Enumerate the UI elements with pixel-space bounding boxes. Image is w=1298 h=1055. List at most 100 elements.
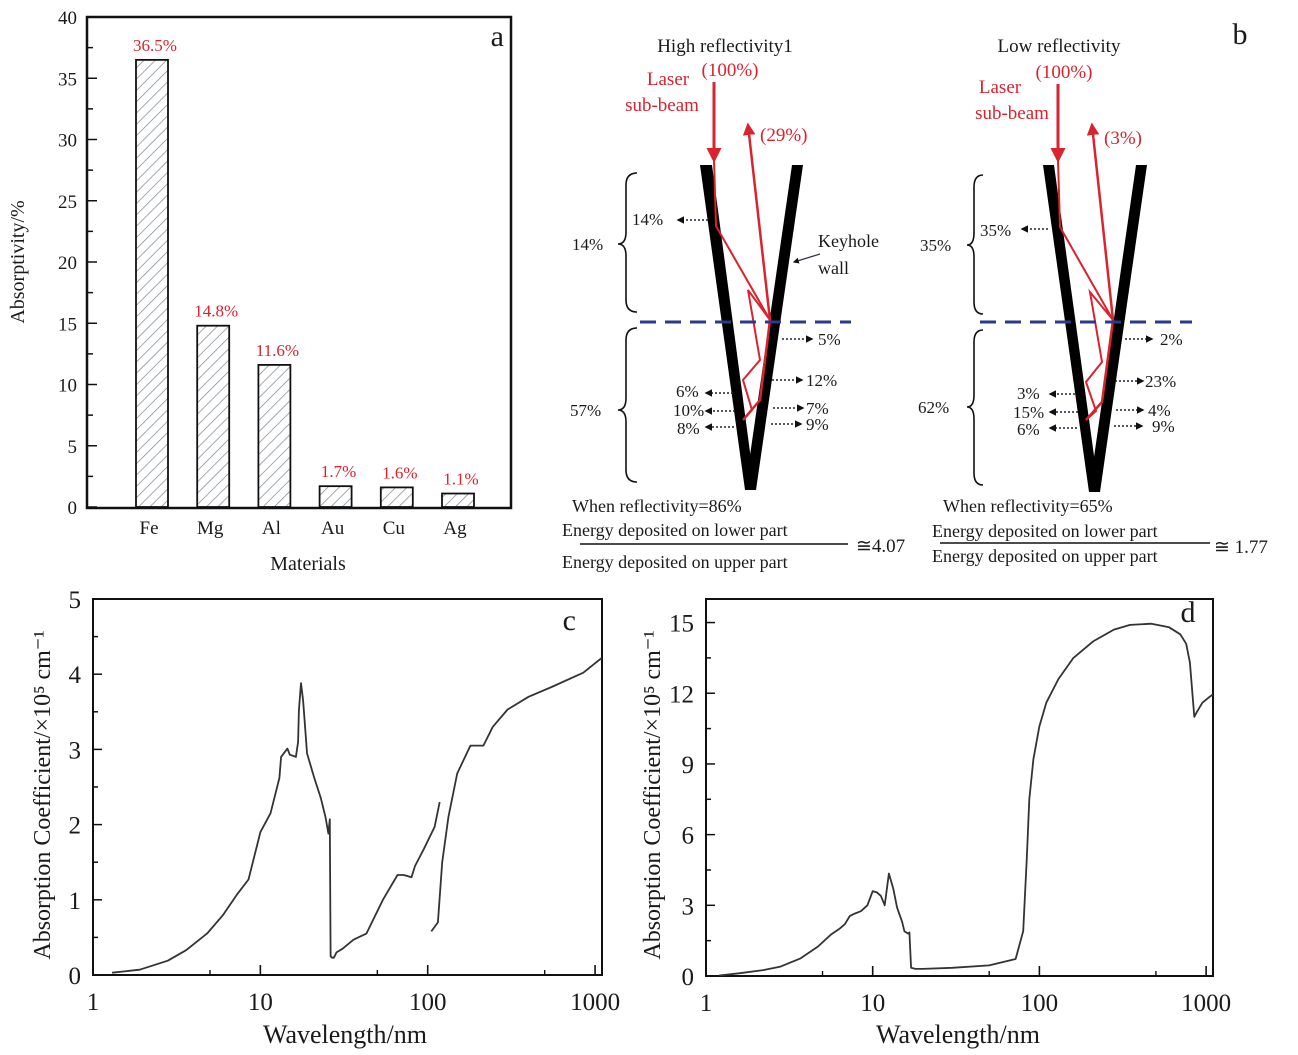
keyhole-label-line1: Keyhole bbox=[818, 231, 879, 251]
panel-d-y-axis-title: Absorption Coefficient/×10⁵ cm⁻¹ bbox=[640, 630, 666, 959]
high-reflectivity-diagram: High reflectivity1 Laser sub-beam (100%)… bbox=[562, 36, 905, 572]
panel-c-y-axis-title: Absorption Coefficient/×10⁵ cm⁻¹ bbox=[30, 630, 56, 959]
upper-total: 14% bbox=[572, 235, 603, 254]
keyhole-wall-right bbox=[1089, 165, 1147, 492]
keyhole-wall-right bbox=[745, 165, 803, 490]
panel-a-y-axis-title: Absorptivity/% bbox=[7, 200, 29, 323]
y-tick-label: 0 bbox=[682, 964, 695, 991]
x-tick-label: Mg bbox=[197, 518, 224, 539]
x-tick-label: Fe bbox=[140, 518, 159, 539]
y-tick-label: 3 bbox=[69, 737, 82, 764]
x-tick-label: 10 bbox=[248, 989, 273, 1016]
reflected-percent: (29%) bbox=[760, 125, 807, 146]
laser-label-line2: sub-beam bbox=[625, 95, 699, 116]
bar-data-label: 11.6% bbox=[256, 341, 299, 360]
right-loss-3: 7% bbox=[806, 399, 829, 418]
bar-cu bbox=[379, 486, 414, 508]
left-loss-1: 3% bbox=[1017, 384, 1040, 403]
panel-a-x-axis-title: Materials bbox=[270, 553, 346, 575]
upper-loss: 35% bbox=[980, 221, 1011, 240]
left-loss-3: 6% bbox=[1017, 420, 1040, 439]
x-tick-label: Au bbox=[321, 518, 345, 539]
reflected-beam-path bbox=[713, 159, 771, 421]
reflectivity-note: When reflectivity=86% bbox=[572, 496, 742, 516]
x-tick-label: 100 bbox=[1021, 990, 1059, 1017]
left-loss-2: 10% bbox=[673, 401, 704, 420]
panel-d-axes: 1 10 100 1000 0 3 6 9 12 15 bbox=[669, 611, 1231, 1017]
bar-au bbox=[318, 485, 353, 508]
laser-label-line1: Laser bbox=[647, 69, 690, 90]
x-tick-label: 1 bbox=[700, 990, 713, 1017]
x-tick-label: 10 bbox=[860, 990, 885, 1017]
left-loss-3: 8% bbox=[677, 419, 700, 438]
x-tick-label: 100 bbox=[409, 989, 447, 1016]
keyhole-wall-left bbox=[700, 165, 755, 490]
panel-d-x-axis-title: Wavelength/nm bbox=[876, 1020, 1040, 1049]
ratio-value: ≅ 1.77 bbox=[1214, 537, 1268, 558]
upper-loss: 14% bbox=[632, 210, 663, 229]
bar-al bbox=[257, 363, 292, 508]
panel-c-series bbox=[112, 656, 603, 974]
y-tick-label: 2 bbox=[69, 813, 82, 840]
y-tick-label: 6 bbox=[682, 823, 695, 850]
y-tick-label: 0 bbox=[68, 498, 78, 519]
ratio-denominator: Energy deposited on upper part bbox=[932, 546, 1158, 566]
y-tick-label: 15 bbox=[58, 314, 77, 335]
keyhole-label-line2: wall bbox=[818, 258, 849, 278]
panel-a-y-axis: 0 5 10 15 20 25 30 35 40 bbox=[58, 8, 97, 519]
right-loss-1: 5% bbox=[818, 330, 841, 349]
bar-fe bbox=[135, 58, 169, 508]
incident-percent: (100%) bbox=[1036, 62, 1093, 83]
escape-beam-arrow bbox=[1085, 122, 1115, 421]
upper-total: 35% bbox=[920, 236, 951, 255]
lower-brace bbox=[617, 327, 638, 483]
right-loss-1: 2% bbox=[1160, 330, 1183, 349]
x-tick-label: Ag bbox=[443, 518, 467, 539]
panel-d-frame bbox=[705, 598, 1214, 977]
keyhole-wall-left bbox=[1043, 165, 1099, 492]
lower-total: 62% bbox=[918, 398, 949, 417]
x-tick-label: 1000 bbox=[1181, 990, 1231, 1017]
reflected-percent: (3%) bbox=[1104, 128, 1142, 149]
panel-b-label: b bbox=[1233, 18, 1248, 51]
y-tick-label: 25 bbox=[58, 192, 77, 213]
bar-data-label: 1.7% bbox=[321, 462, 356, 481]
ratio-numerator: Energy deposited on lower part bbox=[562, 520, 788, 540]
right-loss-2: 23% bbox=[1145, 372, 1176, 391]
y-tick-label: 40 bbox=[58, 8, 77, 29]
incident-percent: (100%) bbox=[702, 60, 759, 81]
right-loss-2: 12% bbox=[806, 371, 837, 390]
panel-d-label: d bbox=[1181, 596, 1196, 629]
lower-brace bbox=[966, 329, 984, 486]
reflected-beam-path bbox=[1057, 159, 1114, 421]
reflectivity-note: When reflectivity=65% bbox=[943, 496, 1113, 516]
series-curve bbox=[719, 622, 1214, 977]
panel-a-bar-chart: 0 5 10 15 20 25 30 35 40 36.5% Fe 14.8% Mg 11.6% Al 1.… bbox=[7, 8, 513, 575]
panel-d-line-chart: 1 10 100 1000 0 3 6 9 12 15 d Wavelength/nm Absor… bbox=[640, 596, 1231, 1049]
y-tick-label: 12 bbox=[669, 681, 694, 708]
panel-d-series bbox=[719, 622, 1214, 977]
laser-label-line1: Laser bbox=[979, 77, 1022, 98]
y-tick-label: 4 bbox=[69, 662, 82, 689]
y-tick-label: 10 bbox=[58, 376, 77, 397]
panel-a-label: a bbox=[491, 20, 504, 53]
high-reflectivity-title: High reflectivity1 bbox=[657, 36, 793, 57]
lower-total: 57% bbox=[570, 401, 601, 420]
right-loss-4: 9% bbox=[1152, 417, 1175, 436]
ratio-numerator: Energy deposited on lower part bbox=[932, 521, 1158, 541]
panel-c-frame bbox=[92, 598, 603, 976]
ratio-denominator: Energy deposited on upper part bbox=[562, 552, 788, 572]
upper-brace bbox=[966, 174, 984, 315]
x-tick-label: Al bbox=[262, 518, 281, 539]
series-segment-2 bbox=[430, 656, 603, 932]
panel-b-keyhole-diagram: b High reflectivity1 Laser sub-beam (100… bbox=[562, 18, 1268, 572]
upper-brace bbox=[617, 172, 638, 313]
bar-data-label: 1.6% bbox=[382, 463, 417, 482]
panel-c-label: c bbox=[563, 604, 576, 637]
right-loss-3: 4% bbox=[1148, 401, 1171, 420]
laser-label-line2: sub-beam bbox=[975, 103, 1049, 124]
right-loss-4: 9% bbox=[806, 415, 829, 434]
